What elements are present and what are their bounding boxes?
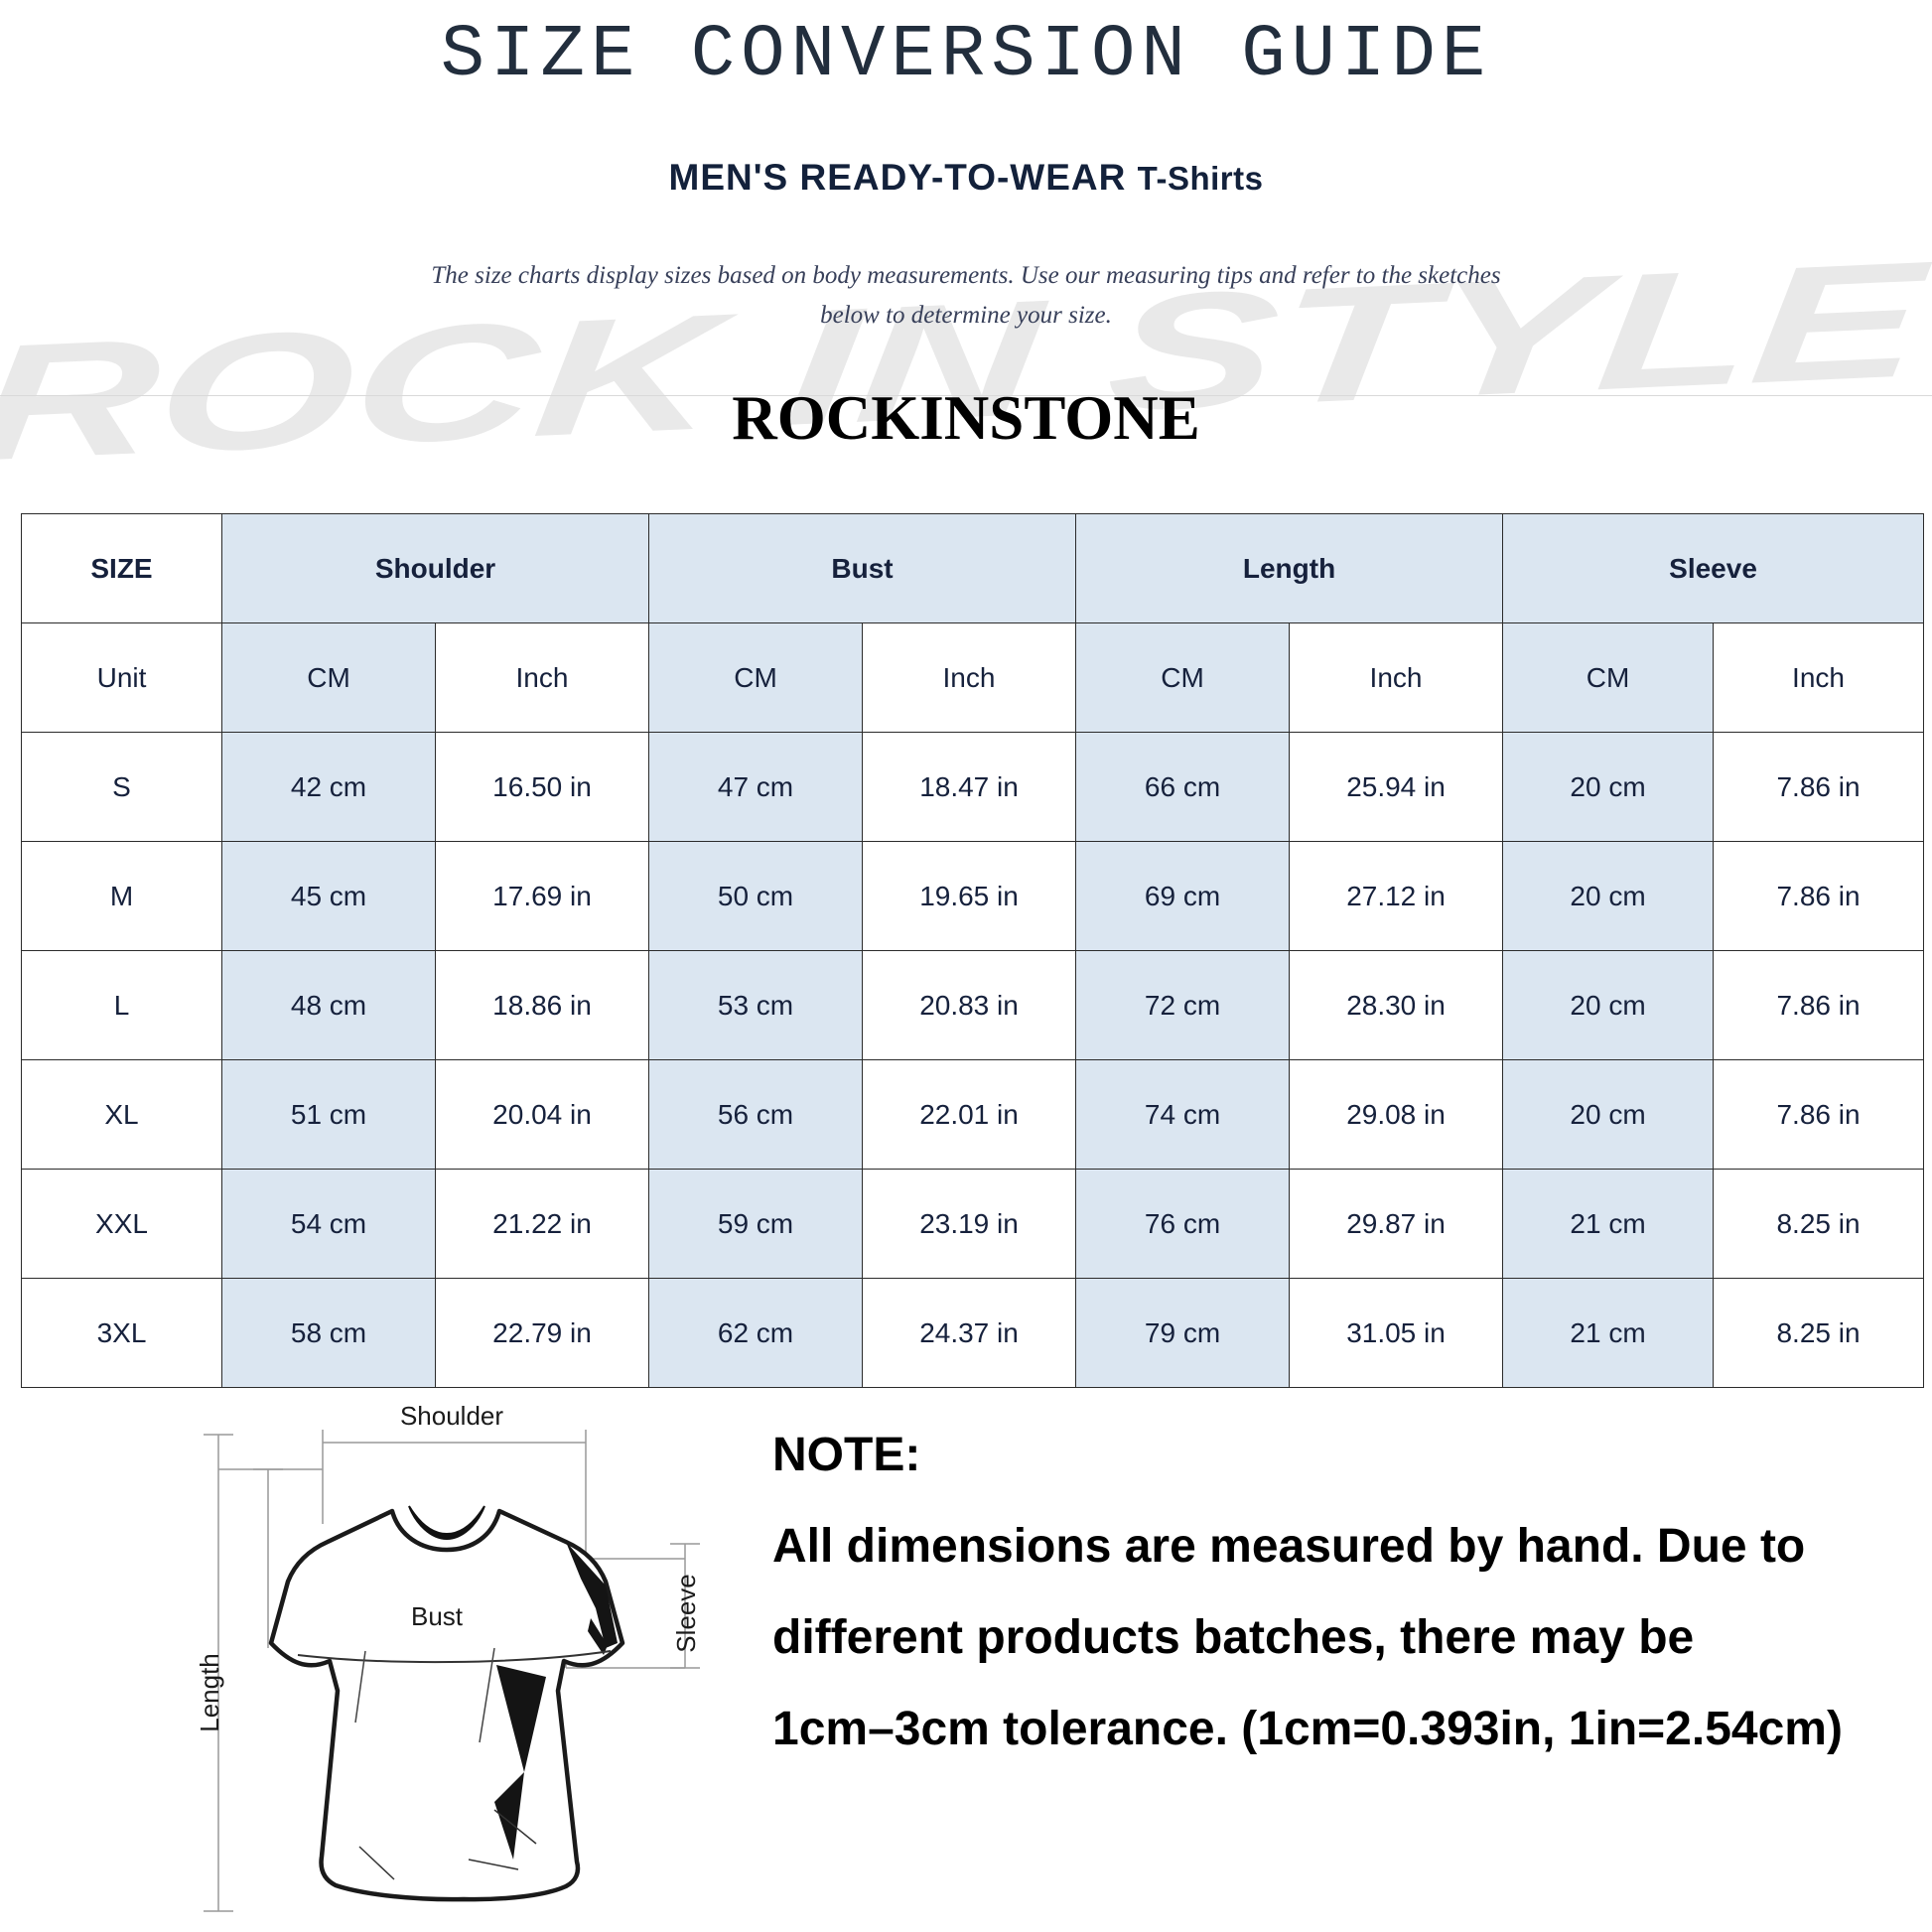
svg-text:Length: Length: [199, 1653, 224, 1732]
svg-text:Shoulder: Shoulder: [400, 1401, 503, 1431]
svg-text:Bust: Bust: [411, 1601, 464, 1631]
svg-text:Sleeve: Sleeve: [671, 1574, 701, 1653]
